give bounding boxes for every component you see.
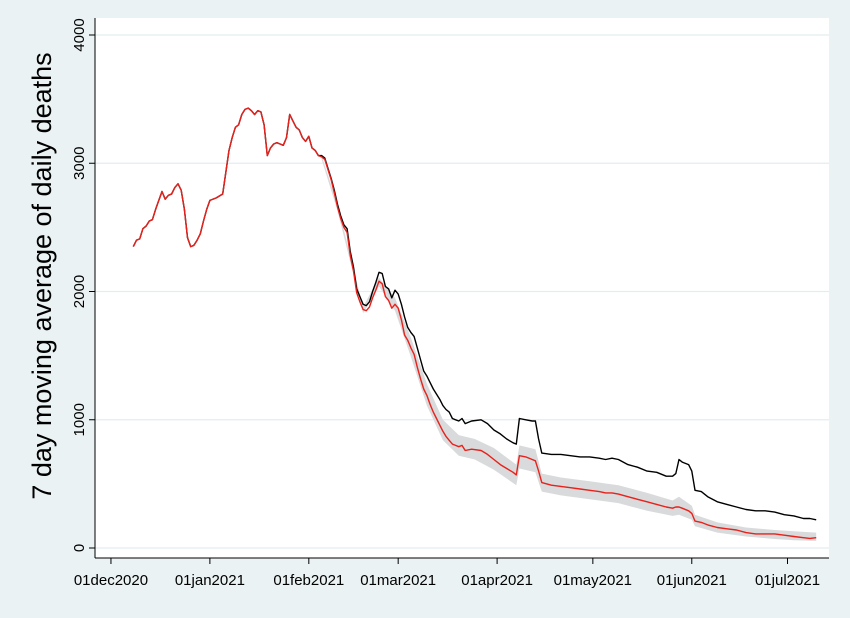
y-tick-label: 2000 [71, 275, 88, 308]
grid-lines [95, 34, 829, 549]
x-tick-label: 01jun2021 [657, 572, 727, 589]
y-tick-label: 4000 [71, 18, 88, 51]
plot-area-background [95, 18, 829, 558]
x-tick-label: 01jan2021 [175, 572, 245, 589]
x-tick-label: 01apr2021 [461, 572, 533, 589]
x-tick-label: 01mar2021 [360, 572, 436, 589]
y-tick-label: 3000 [71, 147, 88, 180]
y-tick-label: 0 [71, 544, 88, 552]
x-tick-label: 01dec2020 [74, 572, 148, 589]
y-tick-label: 1000 [71, 403, 88, 436]
x-axis-ticks: 01dec2020 01jan2021 01feb2021 01mar2021 01ap… [74, 558, 820, 589]
x-tick-label: 01jul2021 [755, 572, 820, 589]
y-axis-ticks: 0 1000 2000 3000 4000 [71, 18, 95, 552]
x-tick-label: 01feb2021 [273, 572, 344, 589]
y-axis-title: 7 day moving average of daily deaths [27, 52, 57, 499]
x-tick-label: 01may2021 [554, 572, 632, 589]
counterfactual-deaths-line [132, 107, 817, 540]
